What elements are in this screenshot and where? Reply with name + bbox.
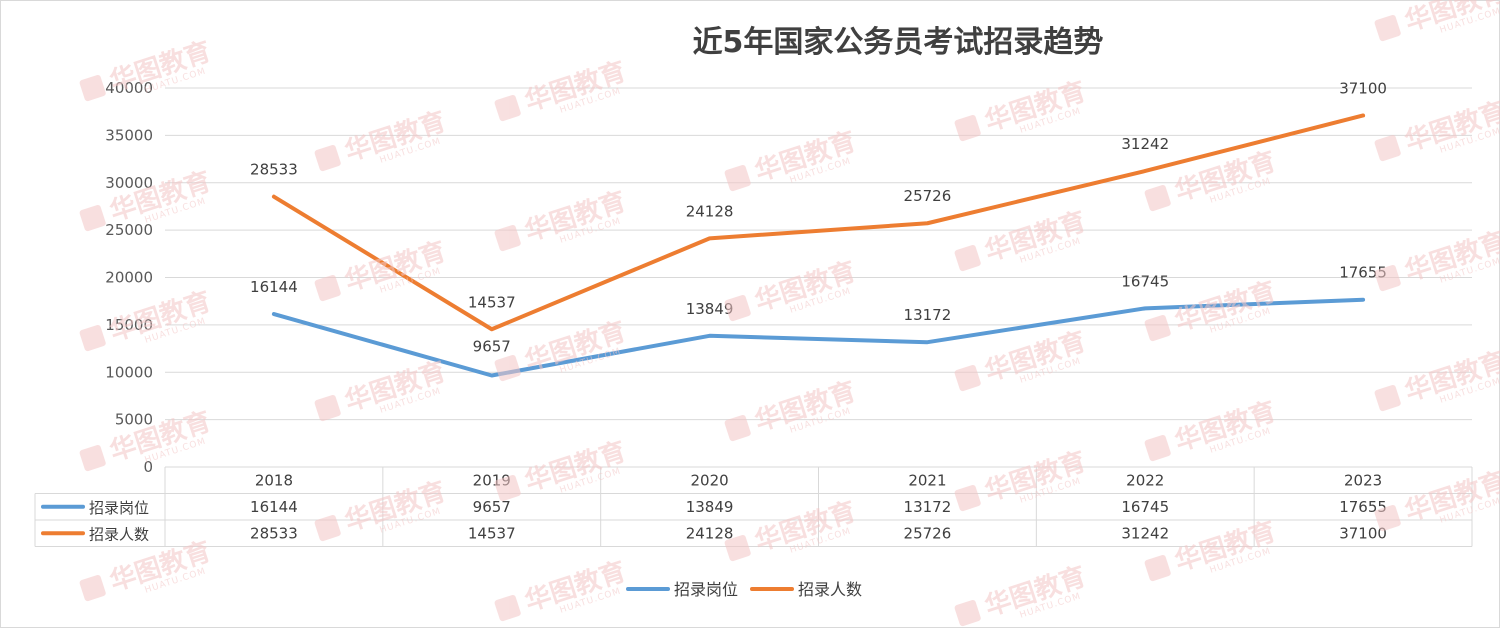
watermark-logo-icon [494,594,521,622]
watermark-logo-icon [1144,434,1171,462]
y-tick-label: 40000 [105,79,153,97]
data-label: 14537 [468,293,516,311]
data-label: 37100 [1339,79,1387,97]
table-cell: 28533 [250,524,298,542]
watermark-logo-icon [1144,554,1171,582]
table-header-cell: 2022 [1126,471,1164,489]
table-header-cell: 2021 [908,471,946,489]
data-label: 17655 [1339,264,1387,282]
y-tick-label: 5000 [115,411,153,429]
watermark-logo-icon [954,244,981,272]
y-tick-label: 10000 [105,363,153,381]
table-cell: 16745 [1121,498,1169,516]
watermark-logo-icon [1374,14,1401,42]
data-label: 31242 [1121,135,1169,153]
chart-title: 近5年国家公务员考试招录趋势 [693,25,1104,60]
watermark-logo-icon [79,574,106,602]
watermark-logo-icon [494,94,521,122]
table-cell: 31242 [1121,524,1169,542]
y-tick-label: 30000 [105,174,153,192]
watermark-logo-icon [79,444,106,472]
table-cell: 16144 [250,498,298,516]
data-label: 28533 [250,161,298,179]
table-header-cell: 2018 [255,471,293,489]
watermark-logo-icon [79,74,106,102]
watermark-logo-icon [494,354,521,382]
data-labels: 16144 9657 13849 13172 16745 17655 28533 14537 2… [250,79,1387,355]
table-cell: 14537 [468,524,516,542]
data-label: 13849 [686,300,734,318]
table-cell: 24128 [686,524,734,542]
table-header-cell: 2020 [690,471,728,489]
data-label: 13172 [904,306,952,324]
watermark-logo-icon [1374,134,1401,162]
series-lines [271,113,1366,378]
table-cell: 37100 [1339,524,1387,542]
watermark-logo-icon [1374,384,1401,412]
legend-label: 招录岗位 [674,580,738,599]
watermark-logo-icon [724,534,751,562]
watermark-logo-icon [1374,504,1401,532]
y-tick-label: 20000 [105,269,153,287]
watermark-logo-icon [314,514,341,542]
table-cell: 13172 [904,498,952,516]
watermark-logo-icon [314,144,341,172]
data-label: 16144 [250,278,298,296]
watermark-logo-icon [79,204,106,232]
data-label: 25726 [904,187,952,205]
watermark-logo-icon [954,599,981,627]
table-cell: 9657 [473,498,511,516]
table-cell: 25726 [904,524,952,542]
series-line [271,297,1366,378]
watermark-logo-icon [79,324,106,352]
data-label: 16745 [1121,272,1169,290]
y-tick-label: 35000 [105,126,153,144]
data-label: 24128 [686,202,734,220]
watermark-logo-icon [724,164,751,192]
table-header-cell: 2023 [1344,471,1382,489]
watermark-logo-icon [314,394,341,422]
watermark-logo-icon [954,114,981,142]
y-tick-label: 0 [143,458,153,476]
watermark-logo-icon [494,474,521,502]
table-cell: 17655 [1339,498,1387,516]
watermark-logo-icon [1144,314,1171,342]
y-tick-label: 25000 [105,221,153,239]
watermark-logo-icon [954,484,981,512]
table-series-name: 招录人数 [89,525,149,543]
watermark-logo-icon [1144,184,1171,212]
legend: 招录岗位 招录人数 [626,580,862,599]
table-cell: 13849 [686,498,734,516]
y-axis-ticks: 0 5000 10000 15000 20000 25000 30000 35000 40000 [105,79,153,476]
watermark-logo-icon [724,294,751,322]
watermark-logo-icon [724,414,751,442]
y-tick-label: 15000 [105,316,153,334]
watermark-logo-icon [1374,264,1401,292]
watermark-logo-icon [494,224,521,252]
table-series-name: 招录岗位 [89,499,149,517]
watermark-logo-icon [314,274,341,302]
data-label: 9657 [473,337,511,355]
watermark-logo-icon [954,364,981,392]
legend-label: 招录人数 [798,580,862,599]
series-line [271,113,1366,332]
